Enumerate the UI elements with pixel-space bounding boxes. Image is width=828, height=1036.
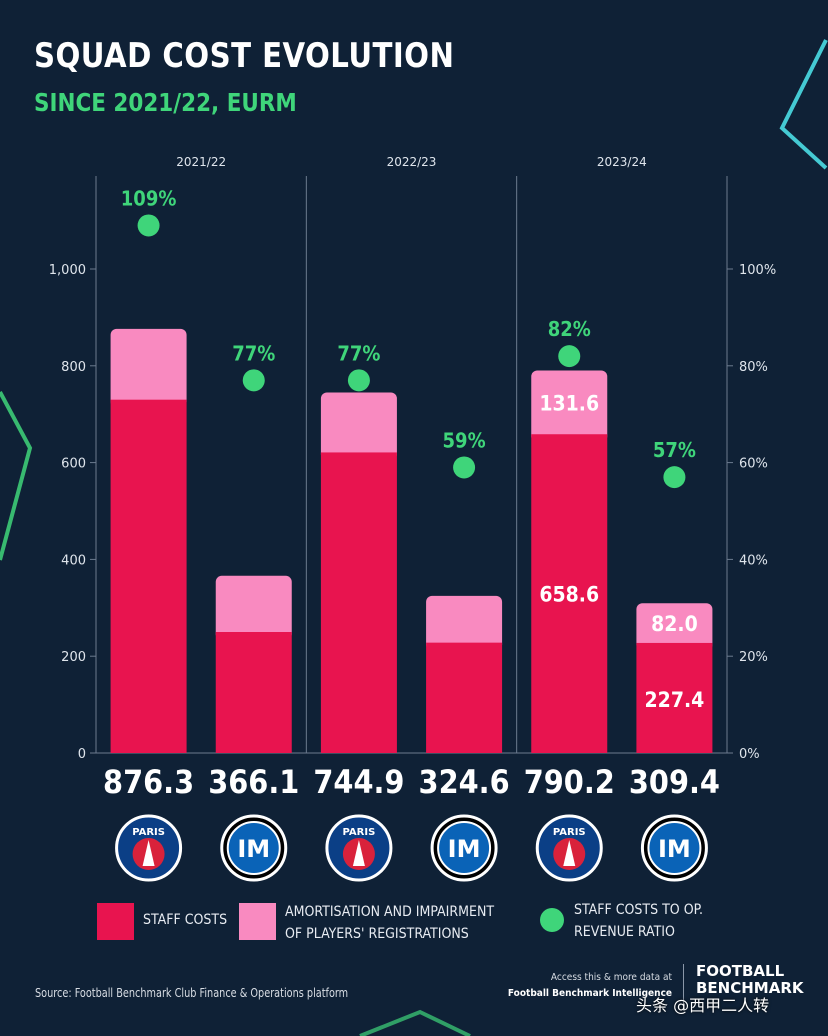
ratio-dot [242,369,265,392]
bar-total-label: 366.1 [208,763,299,801]
ratio-label: 82% [548,317,591,341]
ratio-label: 57% [653,438,696,462]
inter-logo-text: IM [448,835,481,863]
y-tick-label-left: 200 [61,650,86,665]
bar-total-label: 790.2 [524,763,615,801]
legend-swatch-ratio [540,908,564,932]
bar-staff-costs [426,642,503,753]
legend-label-ratio: STAFF COSTS TO OP. REVENUE RATIO [574,902,704,940]
bar-staff-costs [320,452,397,753]
y-tick-label-right: 0% [739,747,760,762]
eiffel-tower-icon [352,840,365,866]
bar-amortisation [320,392,397,461]
bar-amortisation [531,370,608,443]
bar-amortisation [215,575,292,640]
y-tick-label-left: 600 [61,457,86,472]
access-link[interactable]: Football Benchmark Intelligence [507,988,672,999]
psg-logo-text: PARIS [343,827,376,838]
bar-amortisation [426,595,503,651]
eiffel-tower-icon [142,840,155,866]
bar-total-label: 309.4 [629,763,720,801]
access-note: Access this & more data at [550,972,672,983]
legend-label-amortisation: AMORTISATION AND IMPAIRMENT OF PLAYERS' … [285,904,495,942]
neon-decoration [0,39,828,1036]
bar-staff-costs [636,642,713,753]
ratio-label: 109% [121,186,177,210]
ratio-dot [663,466,686,489]
bar-amortisation [636,603,713,651]
neon-line-bottom [359,1009,471,1036]
ratio-label: 77% [337,341,380,365]
y-tick-label-right: 80% [739,360,768,375]
legend-label-staff: STAFF COSTS [143,912,228,928]
bar-total-label: 324.6 [419,763,510,801]
inter-logo-text: IM [237,835,270,863]
y-tick-label-left: 1,000 [49,263,86,278]
chart-subtitle: SINCE 2021/22, EURM [34,88,297,117]
ratio-dot [347,369,370,392]
legend-swatch-staff [97,903,134,940]
source-note: Source: Football Benchmark Club Finance … [35,986,349,1000]
legend-swatch-amortisation [239,903,276,940]
bar-staff-costs [215,632,292,753]
ratio-dot [453,456,476,479]
bar-staff-costs [110,399,187,753]
chart-title: SQUAD COST EVOLUTION [34,36,455,76]
bar-amortisation [110,328,187,408]
bar-total-label: 876.3 [103,763,194,801]
y-tick-label-left: 0 [78,747,86,762]
y-tick-label-right: 100% [739,263,776,278]
bar-value-label: 82.0 [651,612,698,636]
brand-divider [683,964,684,1008]
y-tick-label-right: 20% [739,650,768,665]
season-label: 2021/22 [176,155,226,169]
bar-value-label: 658.6 [539,583,599,607]
inter-logo-ring [226,821,281,875]
ratio-dot [137,214,160,237]
inter-logo-ring [437,821,492,875]
ratio-label: 77% [232,341,275,365]
season-label: 2022/23 [387,155,437,169]
inter-logo-ring [647,821,702,875]
brand-logo: FOOTBALL BENCHMARK [696,962,804,997]
y-tick-label-right: 40% [739,553,768,568]
y-tick-label-left: 400 [61,553,86,568]
inter-logo-text: IM [658,835,691,863]
season-label: 2023/24 [597,155,647,169]
neon-line-top-right [779,39,828,170]
bar-staff-costs [531,434,608,753]
eiffel-tower-icon [563,840,576,866]
y-tick-label-left: 800 [61,360,86,375]
neon-line-left [0,391,33,561]
bar-value-label: 131.6 [539,391,599,415]
bar-value-label: 227.4 [645,688,705,712]
watermark: 头条 @西甲二人转 [636,996,770,1015]
bar-total-label: 744.9 [313,763,404,801]
psg-logo-text: PARIS [553,827,586,838]
ratio-label: 59% [443,428,486,452]
y-tick-label-right: 60% [739,457,768,472]
psg-logo-text: PARIS [132,827,165,838]
ratio-dot [558,345,581,368]
